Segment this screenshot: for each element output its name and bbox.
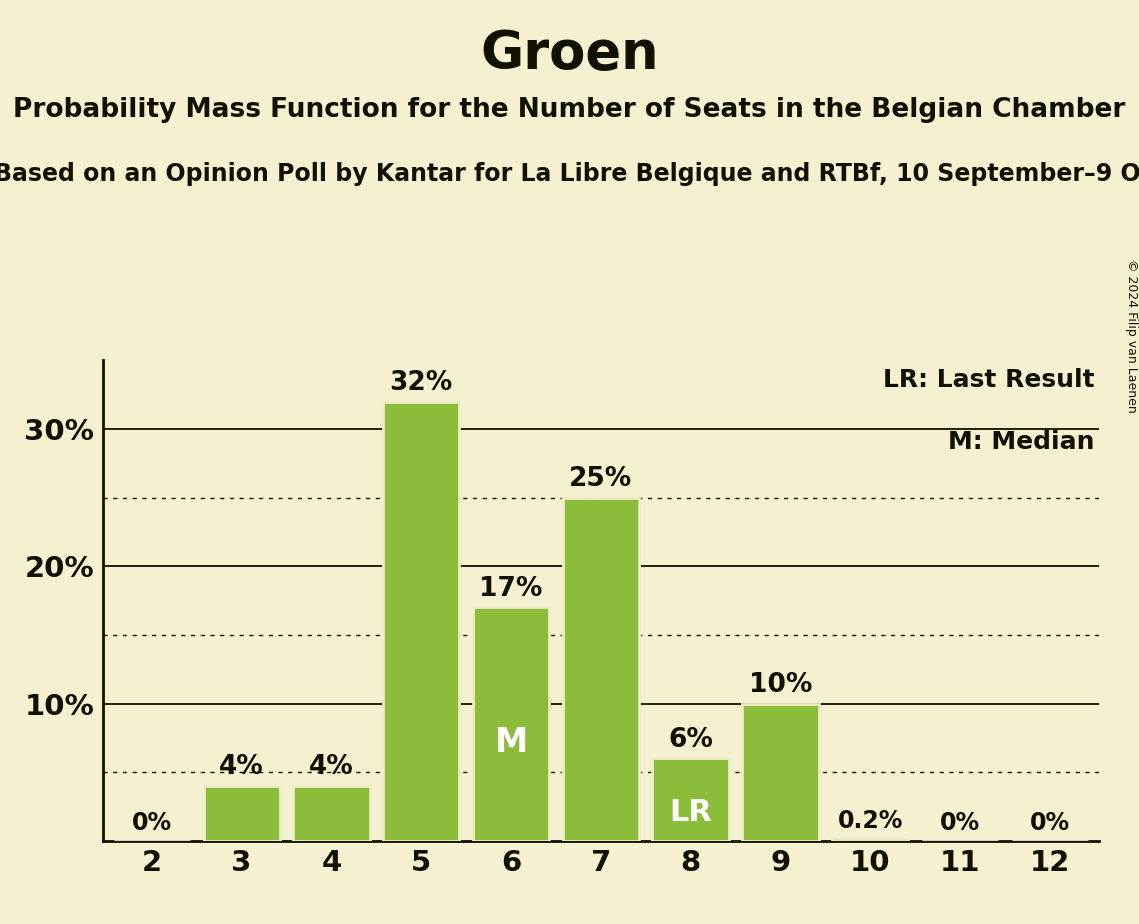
Text: © 2024 Filip van Laenen: © 2024 Filip van Laenen <box>1124 259 1138 412</box>
Text: LR: Last Result: LR: Last Result <box>883 368 1095 392</box>
Bar <box>563 498 639 841</box>
Text: Groen: Groen <box>481 28 658 79</box>
Text: 0%: 0% <box>940 811 980 835</box>
Bar <box>204 786 280 841</box>
Text: 0.2%: 0.2% <box>837 808 903 833</box>
Text: 10%: 10% <box>748 672 812 698</box>
Text: Based on an Opinion Poll by Kantar for La Libre Belgique and RTBf, 10 September–: Based on an Opinion Poll by Kantar for L… <box>0 162 1139 186</box>
Text: 4%: 4% <box>309 754 354 781</box>
Text: 6%: 6% <box>669 727 713 753</box>
Bar <box>831 838 908 841</box>
Bar <box>473 607 549 841</box>
Text: 25%: 25% <box>570 466 632 492</box>
Text: Probability Mass Function for the Number of Seats in the Belgian Chamber: Probability Mass Function for the Number… <box>14 97 1125 123</box>
Text: M: M <box>494 726 527 760</box>
Text: M: Median: M: Median <box>948 430 1095 454</box>
Text: 4%: 4% <box>220 754 264 781</box>
Text: 0%: 0% <box>1030 811 1070 835</box>
Text: 0%: 0% <box>132 811 172 835</box>
Text: LR: LR <box>670 797 712 826</box>
Bar <box>383 402 459 841</box>
Text: 17%: 17% <box>480 576 542 602</box>
Bar <box>743 703 819 841</box>
Text: 32%: 32% <box>390 370 453 396</box>
Bar <box>653 759 729 841</box>
Bar <box>294 786 370 841</box>
